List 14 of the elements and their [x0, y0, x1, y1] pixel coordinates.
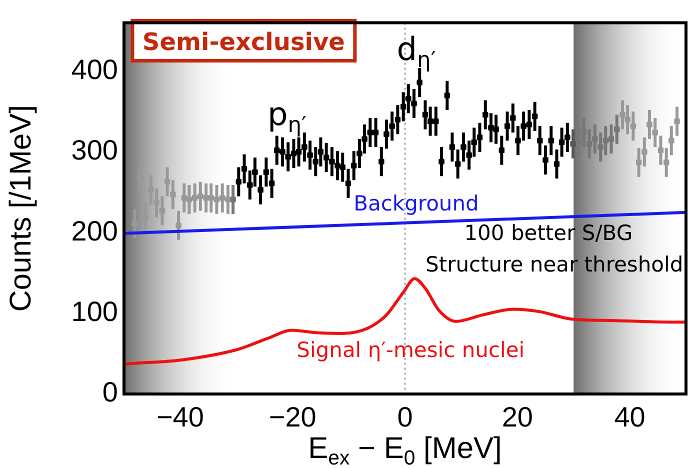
y-tick-label: 200 — [71, 215, 118, 246]
x-tick-label: 20 — [502, 402, 533, 433]
x-tick-label: 0 — [397, 402, 413, 433]
series-label: Background — [354, 192, 479, 216]
y-tick-label: 300 — [71, 134, 118, 166]
y-tick-label: 400 — [71, 54, 118, 85]
y-tick-label: 100 — [71, 296, 118, 328]
x-tick-label: −20 — [268, 402, 316, 433]
annotation: Semi-exclusive — [142, 28, 345, 56]
x-tick-label: 40 — [614, 402, 646, 433]
y-axis-title: Counts [/1MeV] — [4, 105, 38, 312]
y-tick-label: 0 — [102, 376, 118, 408]
x-tick-label: −40 — [156, 402, 204, 433]
series-label: Signal η′-mesic nuclei — [296, 338, 525, 362]
